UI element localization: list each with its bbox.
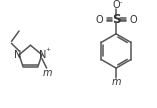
Text: N: N xyxy=(39,50,46,60)
Text: S: S xyxy=(112,13,120,26)
Text: m: m xyxy=(43,68,52,78)
Text: N: N xyxy=(14,50,22,60)
Text: +: + xyxy=(45,48,50,52)
Text: O: O xyxy=(112,0,120,10)
Text: O: O xyxy=(129,15,137,25)
Text: O: O xyxy=(95,15,103,25)
Text: m: m xyxy=(111,77,121,87)
Text: -: - xyxy=(120,0,122,6)
